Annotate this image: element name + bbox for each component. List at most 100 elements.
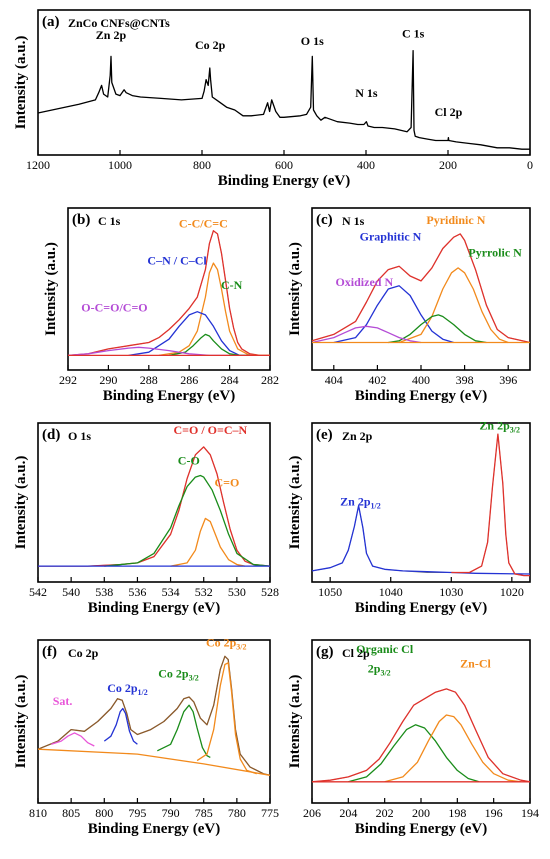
series-line-c-c-c-c — [158, 262, 270, 357]
series-line-sat — [51, 732, 95, 747]
panel-letter: (d) — [42, 427, 60, 443]
x-tick-label: 196 — [485, 806, 503, 820]
annotation-co-2p-3-2: Co 2p3/2 — [158, 666, 199, 682]
plot-frame — [37, 422, 271, 583]
annotation-c-n-c-cl: C–N / C–Cl — [147, 254, 207, 268]
x-tick-label: 528 — [261, 585, 279, 599]
y-axis-title: Intensity (a.u.) — [287, 675, 303, 769]
series-line-zn-2p3-2 — [451, 433, 530, 577]
x-tick-label: 800 — [193, 158, 211, 172]
series-line-co-2p1-2 — [103, 707, 138, 745]
series-line-envelope — [37, 655, 271, 776]
x-tick-label: 600 — [275, 158, 293, 172]
annotation-co-2p-1-2: Co 2p1/2 — [107, 681, 148, 697]
series-line-o-c-o-c-o — [67, 346, 230, 357]
x-tick-label: 1200 — [26, 158, 50, 172]
annotation-graphitic-n: Graphitic N — [360, 229, 422, 243]
plot-frame — [311, 422, 531, 583]
panel-label: N 1s — [342, 214, 365, 228]
series-line-organic-cl-2p3-2 — [348, 724, 480, 783]
plot-frame — [67, 207, 271, 371]
series-line-zn-2p1-2 — [311, 505, 531, 575]
annotation-zn-2p: Zn 2p — [96, 28, 127, 42]
x-tick-label: 400 — [357, 158, 375, 172]
panel-c: 404 402 400 398 396 (c) N 1s Pyridinic N Graphit… — [287, 207, 531, 404]
x-tick-label: 1050 — [318, 585, 342, 599]
x-tick-label: 534 — [162, 585, 180, 599]
annotation-o-c-o-c-o: O-C=O/C=O — [81, 301, 147, 315]
annotation-o-1s: O 1s — [301, 34, 324, 48]
annotation-cl-2p: Cl 2p — [435, 105, 463, 119]
x-tick-label: 194 — [521, 806, 539, 820]
panel-b: 292 290 288 286 284 282 (b) C 1s C-C/C=C C–N / C–… — [43, 207, 279, 404]
plot-frame — [37, 639, 271, 804]
series-line-co-2p3-2-green — [157, 704, 211, 758]
series-line-envelope — [311, 233, 531, 344]
x-axis-title: Binding Energy (eV) — [355, 821, 488, 837]
annotation-oxidized-n: Oxidized N — [335, 275, 393, 289]
x-tick-label: 290 — [99, 373, 117, 387]
x-tick-label: 286 — [180, 373, 198, 387]
x-tick-label: 810 — [29, 806, 47, 820]
x-tick-label: 532 — [195, 585, 213, 599]
annotation-c-c-c-c: C-C/C=C — [179, 216, 228, 230]
x-tick-label: 790 — [162, 806, 180, 820]
x-tick-label: 198 — [448, 806, 466, 820]
x-tick-label: 1000 — [108, 158, 132, 172]
x-tick-label: 402 — [368, 373, 386, 387]
x-axis-title: Binding Energy (eV) — [88, 821, 221, 837]
annotation-organic-cl: Organic Cl — [356, 642, 414, 656]
x-tick-label: 0 — [527, 158, 533, 172]
annotation-c-1s: C 1s — [402, 27, 425, 41]
series-line-c-o — [170, 517, 246, 567]
x-axis-title: Binding Energy (eV) — [88, 600, 221, 616]
panel-a: 1200 1000 800 600 400 200 0 (a) ZnCo CNFs@CNTsZn… — [13, 9, 533, 189]
panel-label: ZnCo CNFs@CNTs — [68, 16, 170, 30]
y-axis-title: Intensity (a.u.) — [13, 675, 29, 769]
x-tick-label: 398 — [456, 373, 474, 387]
x-tick-label: 1030 — [439, 585, 463, 599]
x-tick-label: 206 — [303, 806, 321, 820]
panel-label: O 1s — [68, 429, 91, 443]
series-line-raw — [37, 655, 271, 776]
x-tick-label: 292 — [59, 373, 77, 387]
series-line-c-n-c-cl — [128, 311, 250, 357]
series-line-pyrrolic-n — [388, 314, 487, 344]
x-tick-label: 805 — [62, 806, 80, 820]
annotation-subscript: 3/2 — [510, 425, 520, 434]
series-line-c-n — [168, 333, 250, 357]
x-tick-label: 785 — [195, 806, 213, 820]
x-axis-title: Binding Energy (eV) — [103, 388, 236, 404]
annotation-pyridinic-n: Pyridinic N — [426, 213, 485, 227]
series-line-envelope — [67, 230, 270, 357]
x-tick-label: 204 — [339, 806, 357, 820]
panel-f: 810 805 800 795 790 785 780 775 (f) Co 2p Sat. Co 2… — [13, 636, 279, 837]
x-tick-label: 202 — [376, 806, 394, 820]
x-tick-label: 795 — [128, 806, 146, 820]
x-tick-label: 775 — [261, 806, 279, 820]
annotation-n-1s: N 1s — [355, 86, 378, 100]
annotation-zn-2p-3-2: Zn 2p3/2 — [479, 418, 520, 434]
x-tick-label: 404 — [325, 373, 343, 387]
panel-e: 1050 1040 1030 1020 (e) Zn 2p Zn 2p1/2 Zn 2p3/2… — [287, 418, 531, 616]
series-line-c-o — [104, 474, 271, 567]
annotation-subscript: 3/2 — [236, 643, 246, 652]
y-axis-title: Intensity (a.u.) — [13, 456, 29, 550]
annotation-pyrrolic-n: Pyrrolic N — [468, 246, 522, 260]
plot-frame — [311, 639, 531, 804]
panel-letter: (c) — [316, 212, 333, 228]
annotation-co-2p: Co 2p — [195, 38, 226, 52]
annotation-c-n: C-N — [221, 278, 243, 292]
panel-letter: (f) — [42, 644, 57, 660]
series-line-envelope — [311, 688, 531, 783]
series-line-graphitic-n — [333, 285, 454, 344]
y-axis-title: Intensity (a.u.) — [13, 36, 29, 130]
y-axis-title: Intensity (a.u.) — [287, 242, 303, 336]
panel-letter: (g) — [316, 644, 334, 660]
panel-letter: (a) — [42, 14, 60, 30]
x-tick-label: 540 — [62, 585, 80, 599]
annotation-2p-3-2: 2p3/2 — [368, 662, 391, 678]
x-axis-title: Binding Energy (eV) — [355, 388, 488, 404]
